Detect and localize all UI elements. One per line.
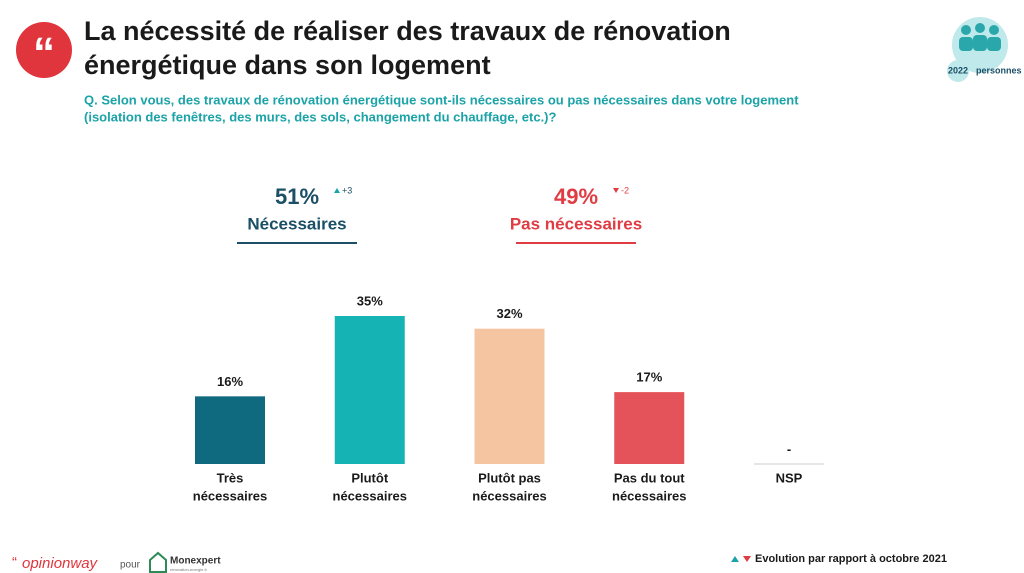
legend-up <box>731 556 739 562</box>
question: (isolation des fenêtres, des murs, des s… <box>84 109 557 124</box>
category-label: Pas du tout <box>614 470 685 485</box>
summary-label: Nécessaires <box>247 214 346 233</box>
bar <box>334 316 405 464</box>
summary-value: 51% <box>275 184 319 209</box>
category-label: nécessaires <box>612 488 686 503</box>
category-label: Très <box>217 470 244 485</box>
title: énergétique dans son logement <box>84 50 491 80</box>
summary-value: 49% <box>554 184 598 209</box>
bar <box>474 328 545 464</box>
category-label: NSP <box>776 470 803 485</box>
value-label: 17% <box>636 370 662 385</box>
category-label: nécessaires <box>193 488 267 503</box>
partner-logo <box>149 551 167 573</box>
bar <box>195 396 265 464</box>
title: La nécessité de réaliser des travaux de … <box>84 16 731 46</box>
change-up <box>334 188 340 193</box>
sample-badge <box>947 60 969 82</box>
value-label: 32% <box>496 306 522 321</box>
partner: Monexpert <box>170 556 221 567</box>
people-icon <box>959 23 1001 51</box>
brand: opinionway <box>22 555 99 572</box>
legend-text: Evolution par rapport à octobre 2021 <box>755 553 947 565</box>
summary-label: Pas nécessaires <box>510 214 642 233</box>
change-down <box>613 188 619 193</box>
category-label: Plutôt pas <box>478 470 541 485</box>
summary-change: +3 <box>342 185 352 195</box>
question: Q. Selon vous, des travaux de rénovation… <box>84 92 799 107</box>
sample-count: 2022 <box>948 65 968 75</box>
bar <box>614 392 685 464</box>
category-label: nécessaires <box>472 488 546 503</box>
partner-site: renovation-energie.fr <box>170 567 208 572</box>
summary-change: -2 <box>621 185 629 195</box>
value-label: 35% <box>357 293 383 308</box>
legend-down <box>743 556 751 562</box>
quote-icon <box>16 22 72 78</box>
sample-label: personnes <box>976 65 1022 75</box>
value-label: - <box>787 441 791 456</box>
quote-glyph: “ <box>33 29 55 78</box>
value-label: 16% <box>217 374 243 389</box>
category-label: nécessaires <box>333 488 407 503</box>
brand-quote: “ <box>12 554 17 571</box>
footer-for: pour <box>120 560 141 571</box>
category-label: Plutôt <box>351 470 388 485</box>
